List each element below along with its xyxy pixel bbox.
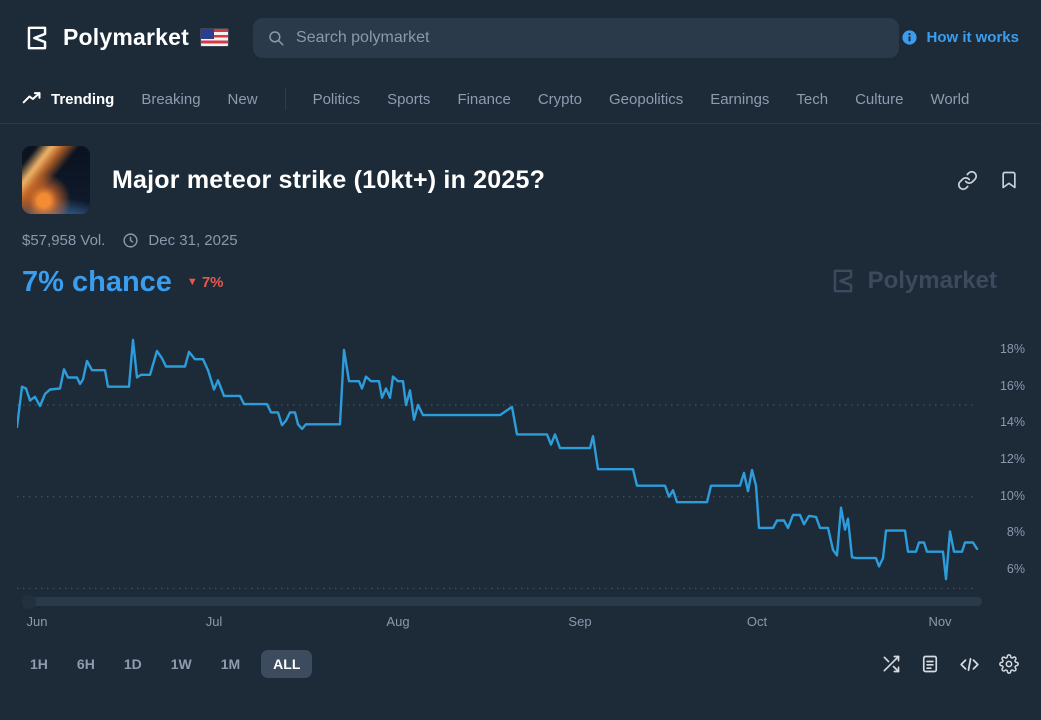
watermark-logo-icon — [833, 269, 852, 293]
how-it-works-label: How it works — [926, 29, 1019, 46]
y-axis-tick: 14% — [999, 415, 1025, 430]
nav-item-world[interactable]: World — [930, 90, 970, 108]
y-axis-tick: 18% — [999, 342, 1025, 357]
document-icon — [922, 655, 938, 673]
price-chart: 18% 16% 14% 12% 10% 8% 6% Jun Jul Aug Sep Oct Nov — [0, 334, 1041, 636]
copy-link-button[interactable] — [957, 170, 978, 191]
polymarket-watermark: Polymarket — [828, 266, 997, 296]
range-chip-1w[interactable]: 1W — [170, 656, 192, 672]
range-chip-all[interactable]: ALL — [261, 650, 313, 678]
nav-item-sports[interactable]: Sports — [387, 90, 431, 108]
nav-item-new[interactable]: New — [227, 90, 258, 108]
market-actions — [957, 170, 1019, 191]
search-bar[interactable] — [253, 17, 900, 58]
x-axis-tick: Jun — [26, 614, 48, 629]
link-icon — [957, 170, 978, 190]
chart-scrollbar[interactable] — [25, 597, 982, 606]
market-thumbnail[interactable] — [22, 146, 90, 214]
meteor-streak — [22, 146, 90, 214]
nav-item-breaking[interactable]: Breaking — [141, 90, 201, 108]
bookmark-button[interactable] — [999, 170, 1019, 190]
price-change: ▼ 7% — [187, 274, 224, 291]
range-chip-1m[interactable]: 1M — [220, 656, 241, 672]
y-axis-tick: 10% — [999, 488, 1025, 503]
nav-item-finance[interactable]: Finance — [457, 90, 511, 108]
x-axis-tick: Oct — [746, 614, 768, 629]
y-axis-tick: 8% — [1006, 525, 1025, 540]
top-bar: Polymarket How it works — [0, 0, 1041, 75]
polymarket-logo-icon — [27, 26, 47, 49]
nav-item-tech[interactable]: Tech — [796, 90, 829, 108]
shuffle-icon — [883, 655, 900, 673]
us-flag-icon[interactable] — [200, 28, 230, 47]
range-chip-1h[interactable]: 1H — [30, 656, 48, 672]
brand-name: Polymarket — [63, 24, 190, 50]
market-header: Major meteor strike (10kt+) in 2025? — [22, 146, 1019, 214]
nav-divider — [284, 88, 286, 110]
polymarket-logo[interactable]: Polymarket — [22, 23, 230, 53]
x-axis-tick: Nov — [928, 614, 952, 629]
info-icon — [902, 30, 918, 45]
trending-icon — [22, 92, 41, 104]
search-icon — [269, 30, 284, 45]
nav-item-culture[interactable]: Culture — [855, 90, 904, 108]
nav-item-crypto[interactable]: Crypto — [537, 90, 582, 108]
nav-item-geopolitics[interactable]: Geopolitics — [609, 90, 684, 108]
market-title: Major meteor strike (10kt+) in 2025? — [112, 165, 546, 194]
rules-document-button[interactable] — [920, 654, 940, 674]
chart-scrollbar-handle[interactable] — [22, 595, 36, 609]
nav-item-politics[interactable]: Politics — [312, 90, 361, 108]
nav-trending-label: Trending — [51, 90, 115, 108]
embed-button[interactable] — [959, 654, 980, 675]
bookmark-icon — [1002, 171, 1016, 189]
watermark-label: Polymarket — [867, 267, 997, 294]
y-axis-tick: 6% — [1006, 562, 1025, 577]
x-axis-tick: Sep — [568, 614, 592, 629]
range-chip-1d[interactable]: 1D — [123, 656, 142, 672]
nav-item-trending[interactable]: Trending — [22, 89, 114, 109]
shuffle-button[interactable] — [881, 654, 901, 674]
code-icon — [960, 657, 979, 671]
chance-value: 7% chance — [22, 265, 172, 298]
how-it-works-link[interactable]: How it works — [901, 29, 1019, 46]
price-change-value: 7% — [201, 273, 224, 291]
volume-label: $57,958 Vol. — [22, 232, 106, 249]
price-history-line-chart[interactable] — [17, 334, 985, 592]
x-axis-tick: Aug — [386, 614, 410, 629]
clock-icon — [123, 233, 139, 248]
chart-action-buttons — [881, 654, 1019, 675]
y-axis-tick: 12% — [999, 452, 1025, 467]
category-nav: Trending Breaking New Politics Sports Fi… — [0, 75, 1041, 124]
y-axis-tick: 16% — [999, 378, 1025, 393]
gear-icon — [999, 654, 1019, 674]
settings-button[interactable] — [999, 654, 1019, 674]
time-range-selector: 1H 6H 1D 1W 1M ALL — [22, 650, 313, 678]
nav-item-earnings[interactable]: Earnings — [710, 90, 770, 108]
chart-controls: 1H 6H 1D 1W 1M ALL — [0, 650, 1041, 678]
market-meta: $57,958 Vol. Dec 31, 2025 — [22, 232, 1019, 249]
search-input[interactable] — [296, 28, 886, 47]
chance-row: 7% chance ▼ 7% Polymarket — [22, 264, 1019, 300]
down-triangle-icon: ▼ — [186, 275, 198, 288]
x-axis-tick: Jul — [205, 614, 223, 629]
end-date-label: Dec 31, 2025 — [148, 232, 238, 249]
range-chip-6h[interactable]: 6H — [76, 656, 95, 672]
